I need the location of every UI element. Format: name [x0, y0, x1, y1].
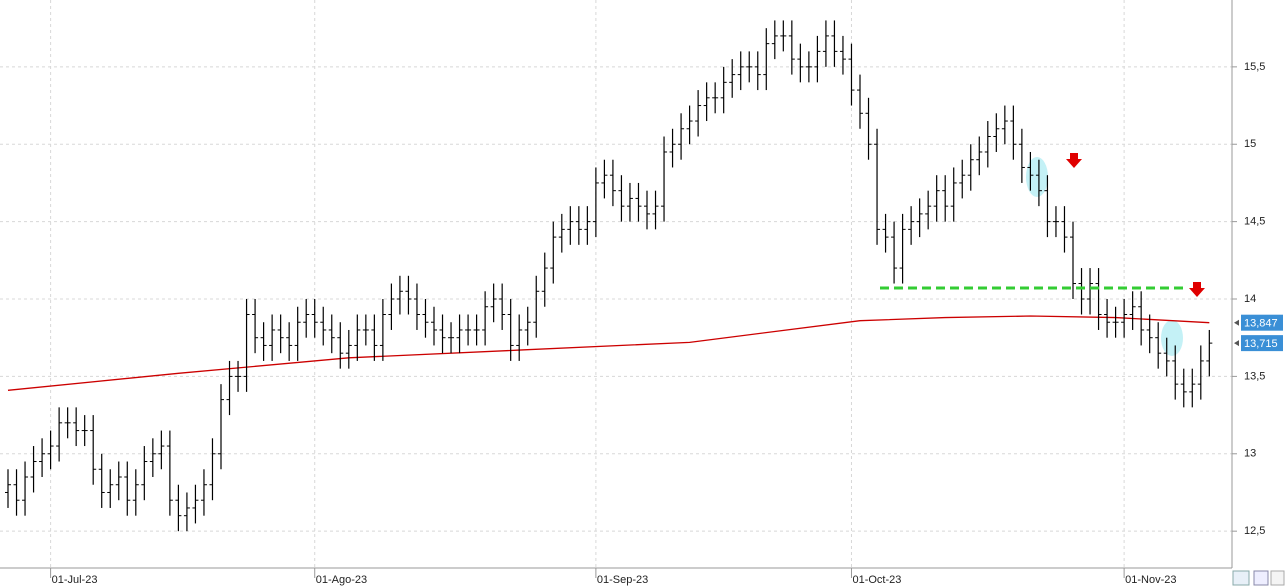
y-tick-label: 15	[1244, 138, 1256, 150]
x-tick-label: 01-Oct-23	[852, 574, 901, 586]
highlight	[1026, 157, 1048, 197]
y-tick-label: 13,5	[1244, 370, 1265, 382]
y-tick-label: 12,5	[1244, 525, 1265, 537]
highlight	[1161, 320, 1183, 356]
arrow	[1189, 282, 1205, 297]
y-tick-label: 13	[1244, 448, 1256, 460]
ma-line	[7, 315, 1210, 391]
x-tick-label: 01-Jul-23	[52, 574, 98, 586]
price-pointer	[1234, 340, 1239, 347]
price-label: 13,715	[1244, 338, 1278, 350]
y-tick-label: 14,5	[1244, 216, 1265, 228]
price-label-box	[1241, 314, 1283, 331]
save-button[interactable]	[1253, 570, 1269, 586]
y-tick-label: 15,5	[1244, 61, 1265, 73]
price-bars	[5, 20, 1213, 532]
y-tick-label: 14	[1244, 293, 1256, 305]
arrow	[1066, 153, 1082, 168]
price-label: 13,847	[1244, 318, 1278, 330]
x-tick-label: 01-Ago-23	[316, 574, 367, 586]
grid	[0, 0, 1232, 568]
axes: 12,5 13 13,5 14 14,5 15 15,5 01-Jul-23 01-Ago-23…	[50, 61, 1283, 586]
x-tick-label: 01-Sep-23	[597, 574, 648, 586]
zoom-button[interactable]	[1232, 570, 1250, 586]
x-tick-label: 01-Nov-23	[1125, 574, 1176, 586]
moving-average	[7, 315, 1210, 391]
scroll-button[interactable]	[1270, 570, 1285, 586]
price-label-box	[1241, 335, 1283, 352]
price-pointer	[1234, 319, 1239, 326]
